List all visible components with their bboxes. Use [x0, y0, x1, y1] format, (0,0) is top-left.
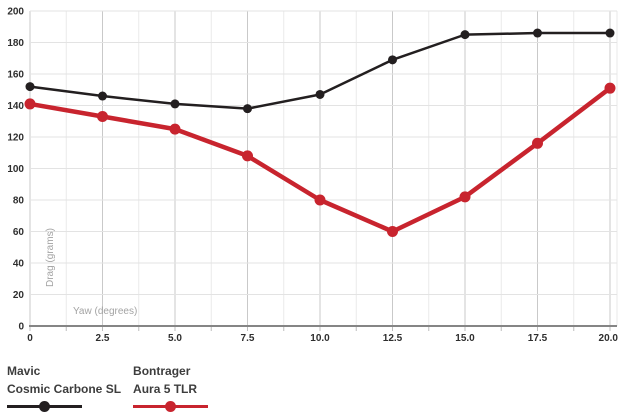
- x-tick-label: 17.5: [528, 333, 548, 344]
- data-point-mavic-7.5[interactable]: [243, 104, 252, 114]
- legend-brand-bontrager: Bontrager: [133, 364, 191, 378]
- data-point-mavic-10[interactable]: [315, 89, 325, 99]
- y-tick-label: 100: [7, 164, 24, 175]
- legend-entry-bontrager: Bontrager Aura 5 TLR: [133, 362, 209, 412]
- axis-layer: 0 2.5 5.0 7.5 10.0 12.5 15.0 17.5 20.0 0 20 40 60 80 1…: [7, 7, 618, 345]
- legend-dot-sample-bontrager: [165, 401, 177, 412]
- legend-model-cosmic-carbone-sl: Cosmic Carbone SL: [7, 382, 122, 396]
- data-point-mavic-2.5[interactable]: [98, 91, 107, 101]
- legend-brand-mavic: Mavic: [7, 364, 41, 378]
- x-tick-label: 5.0: [168, 333, 182, 344]
- y-tick-label: 0: [18, 322, 24, 333]
- data-point-mavic-20[interactable]: [605, 28, 615, 38]
- y-tick-label: 200: [7, 7, 24, 18]
- grid-layer: [29, 10, 618, 326]
- y-tick-label: 80: [13, 196, 25, 207]
- data-point-mavic-5[interactable]: [170, 99, 180, 109]
- data-point-bontrager-17.5[interactable]: [532, 137, 543, 149]
- x-tick-label: 20.0: [599, 333, 619, 344]
- data-point-bontrager-10[interactable]: [314, 194, 326, 206]
- legend-dot-sample-mavic: [39, 401, 50, 412]
- y-tick-label: 40: [13, 259, 25, 270]
- legend-swatch-mavic: [7, 401, 82, 412]
- x-tick-label: 10.0: [310, 333, 330, 344]
- x-tick-label: 0: [27, 333, 33, 344]
- data-point-mavic-15[interactable]: [460, 30, 470, 40]
- data-point-bontrager-20[interactable]: [604, 82, 616, 94]
- y-tick-label: 60: [13, 227, 25, 238]
- y-axis-title: Drag (grams): [45, 228, 56, 287]
- data-point-bontrager-12.5[interactable]: [387, 226, 398, 237]
- x-tick-label: 2.5: [96, 333, 110, 344]
- data-point-mavic-17.5[interactable]: [533, 28, 542, 38]
- x-tick-label: 15.0: [455, 333, 475, 344]
- chart-plot-area: 0 2.5 5.0 7.5 10.0 12.5 15.0 17.5 20.0 0 20 40 60 80 1…: [7, 7, 618, 345]
- legend-entry-mavic: Mavic Cosmic Carbone SL: [7, 362, 121, 412]
- data-point-bontrager-0[interactable]: [24, 98, 36, 110]
- data-point-bontrager-15[interactable]: [459, 191, 471, 203]
- y-tick-label: 140: [7, 101, 24, 112]
- x-tick-label: 7.5: [241, 333, 255, 344]
- legend-swatch-bontrager: [133, 401, 209, 412]
- y-tick-label: 180: [7, 38, 24, 49]
- data-point-mavic-12.5[interactable]: [388, 55, 397, 65]
- series-layer: [24, 28, 616, 237]
- data-point-bontrager-5[interactable]: [169, 123, 181, 135]
- data-point-bontrager-2.5[interactable]: [97, 111, 108, 123]
- y-tick-label: 120: [7, 133, 24, 144]
- data-point-bontrager-7.5[interactable]: [242, 150, 253, 162]
- y-tick-label: 20: [13, 290, 25, 301]
- y-tick-label: 160: [7, 70, 24, 81]
- legend-model-aura-5-tlr: Aura 5 TLR: [133, 382, 198, 396]
- data-point-mavic-0[interactable]: [25, 82, 35, 92]
- chart-legend: Mavic Cosmic Carbone SL Bontrager Aura 5…: [7, 362, 220, 412]
- x-tick-label: 12.5: [383, 333, 403, 344]
- x-axis-title: Yaw (degrees): [73, 306, 137, 317]
